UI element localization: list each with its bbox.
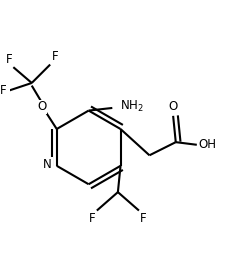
- Text: F: F: [140, 212, 147, 225]
- Text: O: O: [38, 100, 47, 113]
- Text: N: N: [43, 158, 52, 171]
- Text: NH$_2$: NH$_2$: [120, 99, 144, 114]
- Text: F: F: [5, 53, 12, 66]
- Text: OH: OH: [198, 138, 216, 151]
- Text: F: F: [0, 84, 7, 97]
- Text: F: F: [89, 212, 95, 225]
- Text: F: F: [51, 50, 58, 63]
- Text: O: O: [168, 100, 178, 113]
